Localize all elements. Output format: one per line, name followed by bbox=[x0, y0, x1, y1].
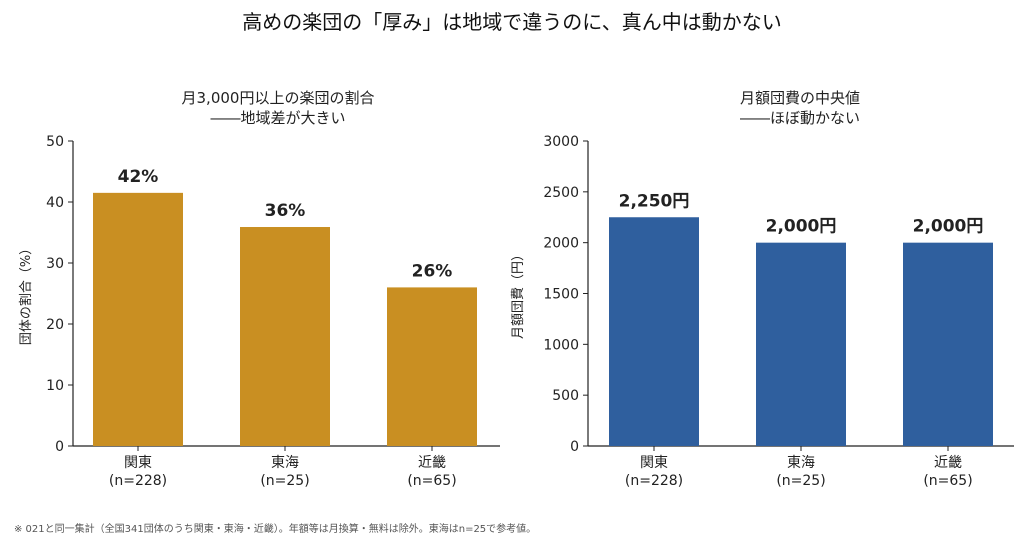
y-tick-label: 1500 bbox=[543, 287, 579, 303]
panel-subtitle: ――ほぼ動かない bbox=[740, 109, 860, 127]
x-tick-label: 関東 bbox=[124, 455, 152, 471]
bar bbox=[93, 192, 183, 446]
x-tick-sublabel: (n=25) bbox=[776, 473, 825, 489]
y-tick-label: 30 bbox=[46, 256, 64, 272]
bar bbox=[756, 242, 846, 446]
y-axis-label: 団体の割合（%） bbox=[18, 242, 34, 345]
x-tick-sublabel: (n=65) bbox=[923, 473, 972, 489]
x-tick-sublabel: (n=228) bbox=[625, 473, 683, 489]
x-tick-sublabel: (n=25) bbox=[260, 473, 309, 489]
y-tick-label: 1000 bbox=[543, 337, 579, 353]
y-axis-label: 月額団費（円） bbox=[511, 248, 526, 339]
data-label: 42% bbox=[118, 167, 159, 187]
y-tick-label: 40 bbox=[46, 195, 64, 211]
x-tick-label: 関東 bbox=[640, 455, 668, 471]
y-tick-label: 20 bbox=[46, 317, 64, 333]
y-tick-label: 0 bbox=[55, 439, 64, 455]
bar bbox=[609, 217, 699, 446]
panel-title: 月額団費の中央値 bbox=[740, 89, 860, 107]
panel-subtitle: ――地域差が大きい bbox=[210, 109, 345, 127]
y-tick-label: 0 bbox=[570, 439, 579, 455]
x-tick-label: 近畿 bbox=[418, 455, 446, 471]
bar bbox=[903, 242, 993, 446]
data-label: 2,000円 bbox=[766, 217, 837, 237]
y-tick-label: 3000 bbox=[543, 134, 579, 150]
data-label: 36% bbox=[265, 201, 306, 221]
bar bbox=[240, 227, 330, 446]
data-label: 2,000円 bbox=[913, 217, 984, 237]
x-tick-sublabel: (n=228) bbox=[109, 473, 167, 489]
x-tick-label: 近畿 bbox=[934, 455, 962, 471]
y-tick-label: 10 bbox=[46, 378, 64, 394]
y-tick-label: 50 bbox=[46, 134, 64, 150]
y-tick-label: 500 bbox=[552, 388, 579, 404]
y-tick-label: 2500 bbox=[543, 185, 579, 201]
bar bbox=[387, 287, 477, 446]
data-label: 26% bbox=[412, 261, 453, 281]
chart-title: 高めの楽団の「厚み」は地域で違うのに、真ん中は動かない bbox=[242, 10, 782, 34]
panel-title: 月3,000円以上の楽団の割合 bbox=[182, 89, 375, 107]
x-tick-sublabel: (n=65) bbox=[407, 473, 456, 489]
footnote: ※ 021と同一集計（全国341団体のうち関東・東海・近畿）。年額等は月換算・無… bbox=[14, 524, 537, 535]
x-tick-label: 東海 bbox=[787, 455, 815, 471]
x-tick-label: 東海 bbox=[271, 455, 299, 471]
y-tick-label: 2000 bbox=[543, 236, 579, 252]
data-label: 2,250円 bbox=[619, 191, 690, 211]
